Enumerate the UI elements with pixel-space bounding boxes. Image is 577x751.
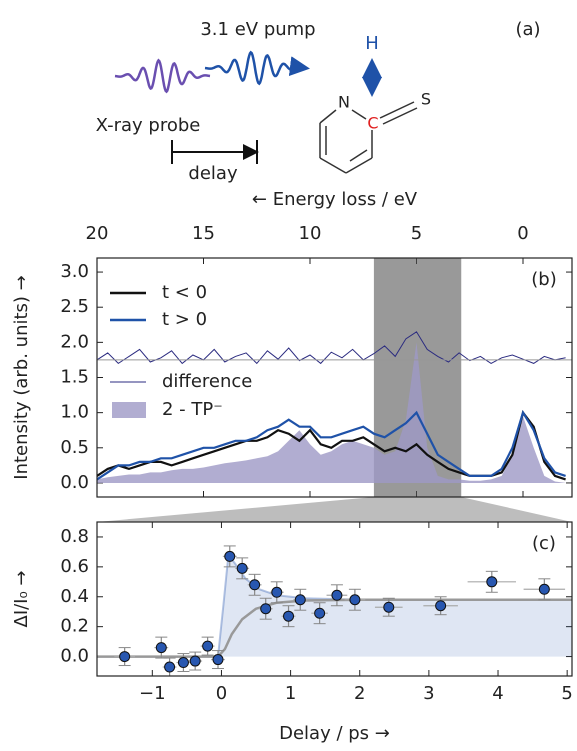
x-tick-label: 0 [517, 223, 528, 244]
legend-swatch [112, 402, 146, 418]
atom-label: H [365, 33, 379, 54]
x-tick-label: 4 [492, 683, 503, 704]
line [97, 409, 566, 481]
x-tick-label: 0 [216, 683, 227, 704]
y-tick-label: 0.4 [60, 586, 89, 607]
pump-pulse [204, 50, 310, 86]
legend-label: t > 0 [162, 309, 207, 330]
y-tick-label: 0.2 [60, 616, 89, 637]
x-tick-label: 20 [86, 223, 109, 244]
data-point [260, 603, 272, 615]
atom-label: C [367, 114, 378, 133]
x-tick-label: 15 [192, 223, 215, 244]
fit-line [97, 598, 572, 658]
y-tick-label: 0.5 [60, 437, 89, 458]
x-tick-label: 5 [411, 223, 422, 244]
y-tick-label: 1.5 [60, 367, 89, 388]
data-point [283, 610, 295, 622]
x-axis-label: ← Energy loss / eV [252, 189, 418, 210]
x-tick-label: 10 [299, 223, 322, 244]
data-point [331, 589, 343, 601]
plot-area [97, 545, 572, 676]
data-point [249, 579, 261, 591]
panel-label: (c) [532, 533, 556, 554]
data-point [294, 594, 306, 606]
data-point [177, 657, 189, 669]
y-tick-label: 2.0 [60, 331, 89, 352]
x-axis-label: Delay / ps → [279, 723, 390, 744]
legend-label: 2 - TP⁻ [162, 399, 223, 420]
y-tick-label: 3.0 [60, 261, 89, 282]
data-point [119, 651, 131, 663]
data-point [189, 655, 201, 667]
line [97, 331, 566, 365]
data-point [212, 654, 224, 666]
data-point [486, 576, 498, 588]
x-tick-label: −1 [139, 683, 166, 704]
data-point [435, 600, 447, 612]
y-tick-label: 0.6 [60, 556, 89, 577]
molecule-bonds [319, 101, 418, 174]
data-point [224, 550, 236, 562]
y-tick-label: 2.5 [60, 296, 89, 317]
data-point [155, 642, 167, 654]
y-axis-label: ΔI/I₀ → [11, 570, 32, 627]
x-tick-label: 5 [561, 683, 572, 704]
data-point [271, 586, 283, 598]
x-tick-label: 3 [423, 683, 434, 704]
y-tick-label: 1.0 [60, 402, 89, 423]
y-axis-label: Intensity (arb. units) → [11, 275, 32, 479]
x-tick-label: 2 [354, 683, 365, 704]
data-point [349, 594, 361, 606]
data-point [202, 640, 214, 652]
zoom-connector [97, 497, 572, 522]
area [97, 342, 566, 483]
pump-label: 3.1 eV pump [200, 19, 315, 40]
atom-label: S [421, 90, 431, 109]
legend-label: t < 0 [162, 282, 207, 303]
plot-area [97, 258, 566, 497]
panel-a: 3.1 eV pump (a) X-ray probe delay H N C … [96, 19, 541, 184]
delay-label: delay [188, 163, 238, 184]
y-tick-label: 0.0 [60, 472, 89, 493]
data-point [164, 661, 176, 673]
probe-pulse [114, 58, 211, 94]
x-tick-label: 1 [285, 683, 296, 704]
data-point [236, 562, 248, 574]
plot-frame [96, 257, 573, 498]
plot-frame [96, 521, 573, 677]
data-point [538, 583, 550, 595]
y-tick-label: 0.8 [60, 526, 89, 547]
data-point [383, 601, 395, 613]
legend-label: difference [162, 371, 252, 392]
panel-label: (a) [515, 19, 540, 40]
atom-label: N [338, 93, 350, 112]
panel-label: (b) [531, 269, 556, 290]
probe-label: X-ray probe [96, 115, 201, 136]
data-point [314, 607, 326, 619]
y-tick-label: 0.0 [60, 646, 89, 667]
